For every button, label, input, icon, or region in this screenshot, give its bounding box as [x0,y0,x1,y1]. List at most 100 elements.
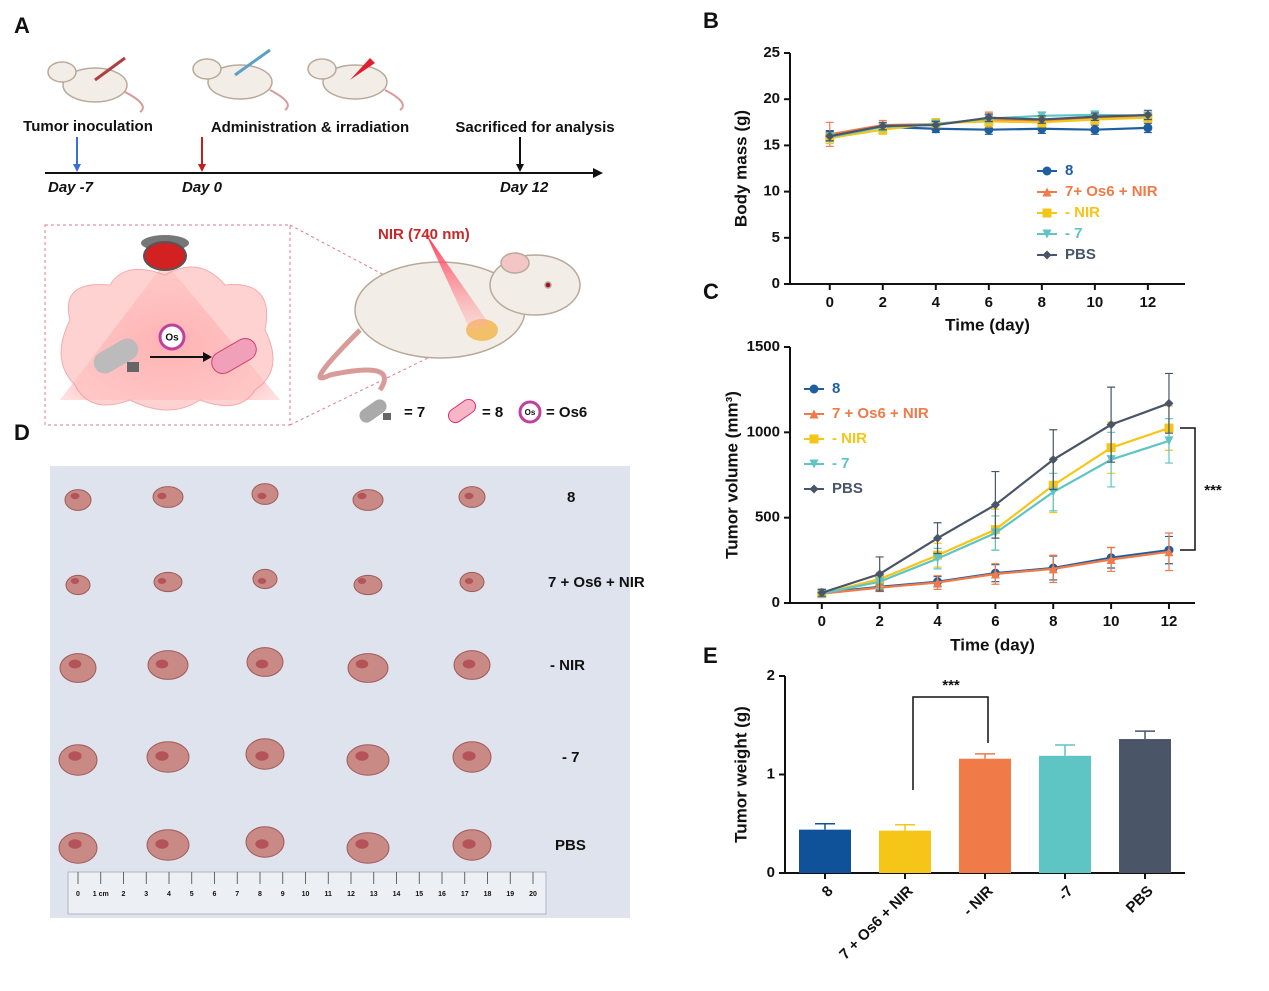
bar [799,829,851,873]
tumor-spot [68,839,82,849]
marker [933,554,943,564]
ruler-label: 1 cm [93,891,109,898]
x-axis-label: Time (day) [950,635,1035,654]
legend-marker [1042,187,1052,197]
bar [959,758,1011,873]
y-tick-label: 1 [767,765,775,782]
x-tick-label: 6 [991,613,999,630]
y-tick-label: 15 [763,136,780,153]
ruler-label: 8 [258,891,262,898]
marker [1164,547,1174,557]
tumor-spot [462,751,476,761]
marker [1048,455,1058,465]
legend-marker [809,459,819,469]
legend-marker [809,409,819,419]
os-label: Os [165,333,179,344]
legend-label: 7+ Os6 + NIR [1065,183,1158,200]
x-axis-label: Time (day) [945,315,1030,334]
group-label: 7 + Os6 + NIR [548,574,645,591]
tumor-spot [68,751,82,761]
tumor-photo [153,571,183,593]
laser-beam [425,232,490,330]
tumor-spot [462,839,476,849]
panel-label: E [703,643,718,668]
tumor-photos [58,483,492,864]
legend-label: - 7 [832,455,850,472]
ruler-label: 14 [393,891,401,898]
x-tick-label: 7 + Os6 + NIR [836,882,917,963]
x-tick-label: 12 [1140,294,1157,311]
marker [817,588,827,598]
tumor-photo [65,574,91,596]
tumor-spot [255,659,269,669]
key-icon [359,398,542,424]
step-label: Sacrificed for analysis [455,119,614,136]
panel-label: D [14,420,30,445]
tumor-photo [346,832,390,864]
marker [1164,436,1174,446]
legend-label: - 7 [1065,225,1083,242]
y-tick-label: 2 [767,667,775,684]
x-tick-label: - NIR [960,882,997,919]
tumor-photo [346,744,390,776]
ruler-label: 11 [325,891,333,898]
bar [1039,755,1091,873]
light-label: NIR (740 nm) [378,226,470,243]
ruler-label: 4 [167,891,171,898]
tumor-spot [155,751,169,761]
tumor-spot [357,578,367,584]
ruler-label: 2 [122,891,126,898]
x-tick-label: 6 [985,294,993,311]
panel-label: B [703,8,719,33]
ruler-label: 13 [370,891,378,898]
x-tick-label: 4 [932,294,941,311]
y-tick-label: 25 [763,44,780,61]
error-bar [1055,744,1075,756]
x-tick-label: PBS [1123,883,1157,917]
legend-marker [809,434,819,444]
marker [931,120,941,130]
tumor-spot [70,578,80,584]
panel-label: C [703,279,719,304]
tumor-photo [64,489,92,511]
significance-bracket [912,696,989,790]
ruler-label: 6 [213,891,217,898]
mouse-illustration [47,58,404,113]
legend-label: 8 [832,380,840,397]
tumor-spot [355,659,369,669]
x-tick-label: 12 [1161,613,1178,630]
day-label: Day 12 [500,179,549,196]
y-tick-label: 1000 [747,423,780,440]
ruler-label: 18 [484,891,492,898]
tumor-spot [355,751,369,761]
group-label: - NIR [550,657,585,674]
prodrug-pill [93,338,139,374]
x-tick-label: -7 [1055,883,1076,904]
group-label: 8 [567,489,575,506]
y-tick-label: 0 [772,275,780,292]
marker [875,569,885,579]
legend-label: - NIR [832,430,867,447]
tumor-spot [464,578,474,584]
key-icon-label: Os [525,408,536,417]
marker [1090,125,1100,135]
bar [1119,739,1171,873]
key-label: = 8 [482,404,503,421]
error-bar [1135,730,1155,740]
legend-label: 8 [1065,162,1073,179]
y-tick-label: 0 [772,594,780,611]
bar [879,830,931,873]
zoom-box [44,224,291,426]
photo [50,466,630,918]
x-tick-label: 10 [1087,294,1104,311]
marker [933,578,943,588]
y-tick-label: 5 [772,229,780,246]
y-axis-label: Tumor weight (g) [731,706,750,843]
tumor-spot [155,839,169,849]
tumor-spot [157,492,167,500]
x-tick-label: 2 [879,294,887,311]
x-tick-label: 8 [1049,613,1057,630]
legend-marker [1042,166,1052,176]
ruler [67,871,547,915]
